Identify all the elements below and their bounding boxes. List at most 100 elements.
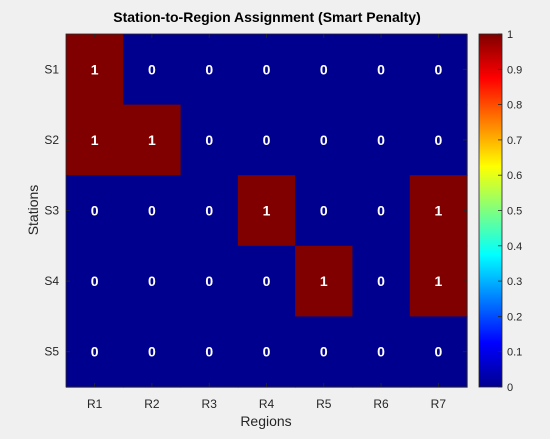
cell-value-label: 1 [320, 273, 328, 289]
colorbar-tick-label: 0.7 [507, 135, 522, 147]
cell-value-label: 0 [148, 273, 156, 289]
heatmap-cell-S2-R6 [352, 104, 411, 176]
cell-value-label: 0 [434, 61, 442, 77]
cell-value-label: 0 [205, 203, 213, 219]
colorbar-tick-label: 0 [507, 382, 513, 394]
y-tick-label: S4 [44, 274, 59, 288]
heatmap-cell-S1-R3 [180, 34, 239, 106]
chart-title: Station-to-Region Assignment (Smart Pena… [113, 9, 421, 25]
heatmap-cell-S3-R4 [237, 175, 296, 247]
cell-value-label: 0 [205, 344, 213, 360]
x-tick-label: R1 [87, 397, 103, 411]
y-tick-label: S5 [44, 345, 59, 359]
heatmap-cell-S2-R2 [123, 104, 182, 176]
cell-value-label: 0 [148, 203, 156, 219]
cell-value-label: 0 [91, 273, 99, 289]
heatmap-cells [66, 34, 468, 388]
colorbar-tick-label: 1 [507, 29, 513, 41]
heatmap-cell-S3-R2 [123, 175, 182, 247]
colorbar-tick-label: 0.1 [507, 347, 522, 359]
cell-value-label: 1 [148, 132, 156, 148]
heatmap-cell-S5-R4 [237, 316, 296, 388]
x-tick-label: R5 [316, 397, 332, 411]
colorbar-tick-label: 0.8 [507, 100, 522, 112]
heatmap-cell-S1-R5 [295, 34, 354, 106]
cell-value-label: 0 [263, 132, 271, 148]
cell-value-label: 0 [263, 344, 271, 360]
x-tick-label: R7 [431, 397, 447, 411]
cell-value-label: 0 [91, 344, 99, 360]
heatmap-cell-S1-R1 [66, 34, 124, 106]
colorbar-tick-label: 0.3 [507, 276, 522, 288]
x-tick-label: R3 [202, 397, 218, 411]
cell-value-label: 1 [263, 203, 271, 219]
heatmap-cell-S4-R3 [180, 245, 239, 317]
cell-value-label: 0 [148, 344, 156, 360]
x-axis-label: Regions [240, 413, 291, 429]
cell-value-label: 0 [434, 132, 442, 148]
heatmap-cell-S3-R7 [409, 175, 468, 247]
heatmap-cell-S5-R5 [295, 316, 354, 388]
x-tick-label: R4 [259, 397, 275, 411]
colorbar-tick-label: 0.6 [507, 170, 522, 182]
x-axis-ticks: R1 R2 R3 R4 R5 R6 R7 [87, 34, 446, 411]
heatmap-cell-S3-R5 [295, 175, 354, 247]
heatmap-cell-S3-R6 [352, 175, 411, 247]
cell-value-label: 0 [377, 273, 385, 289]
y-tick-label: S3 [44, 204, 59, 218]
heatmap-cell-S3-R3 [180, 175, 239, 247]
heatmap-cell-S4-R4 [237, 245, 296, 317]
heatmap-cell-S5-R2 [123, 316, 182, 388]
heatmap-cell-S4-R5 [295, 245, 354, 317]
cell-value-label: 1 [91, 61, 99, 77]
cell-value-label: 0 [91, 203, 99, 219]
cell-value-label: 0 [148, 61, 156, 77]
cell-value-label: 0 [320, 344, 328, 360]
cell-value-label: 0 [377, 203, 385, 219]
heatmap-cell-S2-R3 [180, 104, 239, 176]
heatmap-cell-S2-R7 [409, 104, 468, 176]
cell-value-label: 1 [91, 132, 99, 148]
cell-value-label: 0 [263, 61, 271, 77]
cell-value-label: 0 [320, 132, 328, 148]
colorbar-tick-label: 0.9 [507, 64, 522, 76]
cell-value-label: 1 [434, 203, 442, 219]
heatmap-cell-S1-R6 [352, 34, 411, 106]
heatmap-cell-S5-R1 [66, 316, 124, 388]
cell-value-label: 0 [320, 61, 328, 77]
heatmap-cell-S2-R1 [66, 104, 124, 176]
colorbar-ticks: 0 0.1 0.2 0.3 0.4 0.5 0.6 0.7 0.8 0.9 1 [498, 29, 522, 394]
heatmap-cell-S1-R7 [409, 34, 468, 106]
colorbar-tick-label: 0.5 [507, 206, 522, 218]
x-tick-label: R2 [144, 397, 160, 411]
cell-value-label: 1 [434, 273, 442, 289]
y-tick-label: S2 [44, 133, 59, 147]
cell-value-label: 0 [205, 61, 213, 77]
heatmap-cell-S1-R4 [237, 34, 296, 106]
cell-value-label: 0 [263, 273, 271, 289]
cell-value-label: 0 [434, 344, 442, 360]
x-tick-label: R6 [373, 397, 389, 411]
heatmap-cell-S5-R3 [180, 316, 239, 388]
heatmap-cell-S4-R7 [409, 245, 468, 317]
heatmap-cell-S5-R7 [409, 316, 468, 388]
cell-value-label: 0 [377, 344, 385, 360]
y-axis-ticks: S1 S2 S3 S4 S5 [44, 62, 467, 359]
heatmap-cell-S2-R5 [295, 104, 354, 176]
heatmap-cell-S2-R4 [237, 104, 296, 176]
cell-value-label: 0 [377, 61, 385, 77]
y-tick-label: S1 [44, 62, 59, 76]
heatmap-cell-labels: 1 0 0 0 0 0 0 1 1 0 0 0 0 0 0 0 0 1 0 0 1 0 0 0 0 1 0 1 0 0 0 0 0 0 0 [91, 61, 443, 359]
cell-value-label: 0 [377, 132, 385, 148]
heatmap-cell-S4-R6 [352, 245, 411, 317]
colorbar-tick-label: 0.4 [507, 241, 522, 253]
colorbar-tick-label: 0.2 [507, 311, 522, 323]
y-axis-label: Stations [25, 185, 41, 236]
cell-value-label: 0 [205, 273, 213, 289]
heatmap-cell-S3-R1 [66, 175, 124, 247]
heatmap-cell-S4-R2 [123, 245, 182, 317]
heatmap-cell-S1-R2 [123, 34, 182, 106]
cell-value-label: 0 [205, 132, 213, 148]
